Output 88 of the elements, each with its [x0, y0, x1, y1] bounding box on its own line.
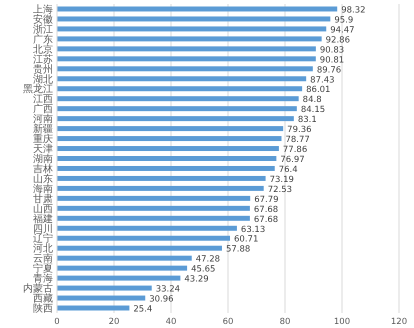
- y-tick-label: 西藏: [33, 292, 53, 305]
- y-tick-label: 湖南: [33, 153, 53, 165]
- y-tick-label: 陕西: [33, 302, 53, 315]
- bar: [57, 156, 276, 161]
- data-label: 90.81: [320, 55, 344, 66]
- data-label: 25.4: [133, 304, 152, 315]
- data-label: 60.71: [234, 234, 258, 245]
- x-tick-label: 20: [108, 317, 120, 327]
- bar: [57, 186, 264, 191]
- data-label: 63.13: [240, 224, 266, 235]
- data-label: 67.79: [254, 194, 279, 205]
- bar: [57, 266, 188, 271]
- data-label: 76.97: [280, 155, 305, 165]
- y-tick-label: 甘肃: [33, 192, 53, 205]
- x-tick-label: 40: [166, 317, 176, 327]
- data-label: 86.01: [306, 85, 330, 96]
- bar: [57, 146, 279, 152]
- y-tick-label: 贵州: [33, 63, 53, 76]
- data-label: 76.4: [278, 164, 298, 175]
- y-tick-label: 四川: [33, 222, 53, 235]
- y-tick-label: 浙江: [33, 23, 53, 36]
- data-label: 90.83: [320, 45, 344, 56]
- bar: [57, 176, 266, 181]
- bar: [57, 46, 316, 52]
- data-label: 78.77: [285, 135, 310, 146]
- data-label: 87.43: [310, 75, 335, 86]
- data-label: 83.1: [298, 115, 317, 126]
- data-label: 89.76: [316, 65, 342, 76]
- x-tick-label: 60: [222, 317, 234, 327]
- bar: [57, 286, 152, 291]
- data-label: 57.88: [226, 244, 250, 255]
- bar: [57, 86, 302, 92]
- data-label: 30.96: [149, 294, 174, 305]
- data-label: 84.8: [302, 95, 322, 106]
- x-tick-label: 0: [54, 317, 60, 327]
- bar: [57, 256, 192, 261]
- bar: [57, 26, 326, 32]
- bar: [57, 106, 297, 112]
- y-tick-label: 江苏: [33, 53, 53, 66]
- bar: [57, 276, 180, 281]
- y-tick-label: 安徽: [33, 13, 53, 26]
- bar: [57, 216, 250, 221]
- bar: [57, 36, 322, 42]
- y-tick-label: 海南: [33, 182, 53, 195]
- bar: [57, 226, 237, 231]
- data-label: 47.28: [196, 254, 220, 265]
- data-label: 98.32: [341, 5, 366, 16]
- bar: [57, 306, 130, 311]
- y-tick-label: 福建: [33, 212, 53, 225]
- bar: [57, 166, 275, 171]
- bar: [57, 136, 282, 142]
- bar: [57, 196, 250, 201]
- y-tick-label: 吉林: [33, 162, 53, 175]
- bar: [57, 96, 299, 102]
- y-tick-label: 湖北: [33, 73, 53, 86]
- bar: [57, 16, 330, 22]
- bar: [57, 236, 230, 241]
- y-tick-label: 上海: [33, 3, 53, 16]
- data-label: 77.86: [282, 145, 308, 156]
- bar: [57, 6, 338, 12]
- y-tick-label: 山西: [33, 202, 53, 215]
- bar: [57, 66, 313, 72]
- data-label: 84.15: [300, 105, 326, 116]
- bar: [57, 206, 250, 211]
- bar: [57, 56, 316, 62]
- data-label: 92.86: [326, 35, 350, 46]
- data-label: 94.47: [330, 25, 355, 36]
- data-label: 72.53: [268, 184, 292, 195]
- y-tick-label: 北京: [33, 43, 53, 56]
- bar: [57, 126, 284, 132]
- data-label: 43.29: [184, 274, 209, 285]
- x-tick-label: 120: [390, 317, 408, 327]
- data-label: 67.68: [254, 214, 278, 225]
- bar: [57, 246, 222, 251]
- data-label: 67.68: [254, 204, 278, 215]
- data-label: 79.36: [287, 125, 312, 136]
- bar: [57, 296, 146, 301]
- y-tick-label: 山东: [33, 172, 53, 185]
- x-tick-label: 80: [280, 317, 290, 327]
- data-label: 73.19: [270, 174, 294, 185]
- bar: [57, 116, 294, 122]
- y-tick-label: 广东: [33, 33, 53, 46]
- data-label: 33.24: [156, 284, 180, 295]
- data-label: 95.9: [334, 15, 354, 26]
- y-tick-label: 黑龙江: [23, 83, 53, 96]
- x-tick-label: 100: [334, 317, 350, 327]
- data-label: 45.65: [191, 264, 216, 275]
- bar: [57, 76, 306, 82]
